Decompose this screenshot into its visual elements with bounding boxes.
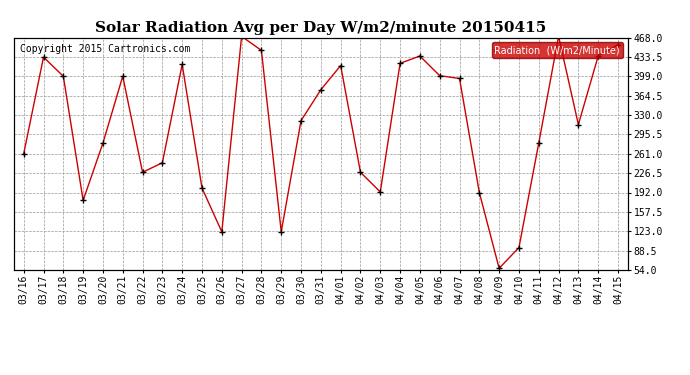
Legend: Radiation  (W/m2/Minute): Radiation (W/m2/Minute) [491, 42, 623, 58]
Text: Copyright 2015 Cartronics.com: Copyright 2015 Cartronics.com [20, 45, 190, 54]
Title: Solar Radiation Avg per Day W/m2/minute 20150415: Solar Radiation Avg per Day W/m2/minute … [95, 21, 546, 35]
